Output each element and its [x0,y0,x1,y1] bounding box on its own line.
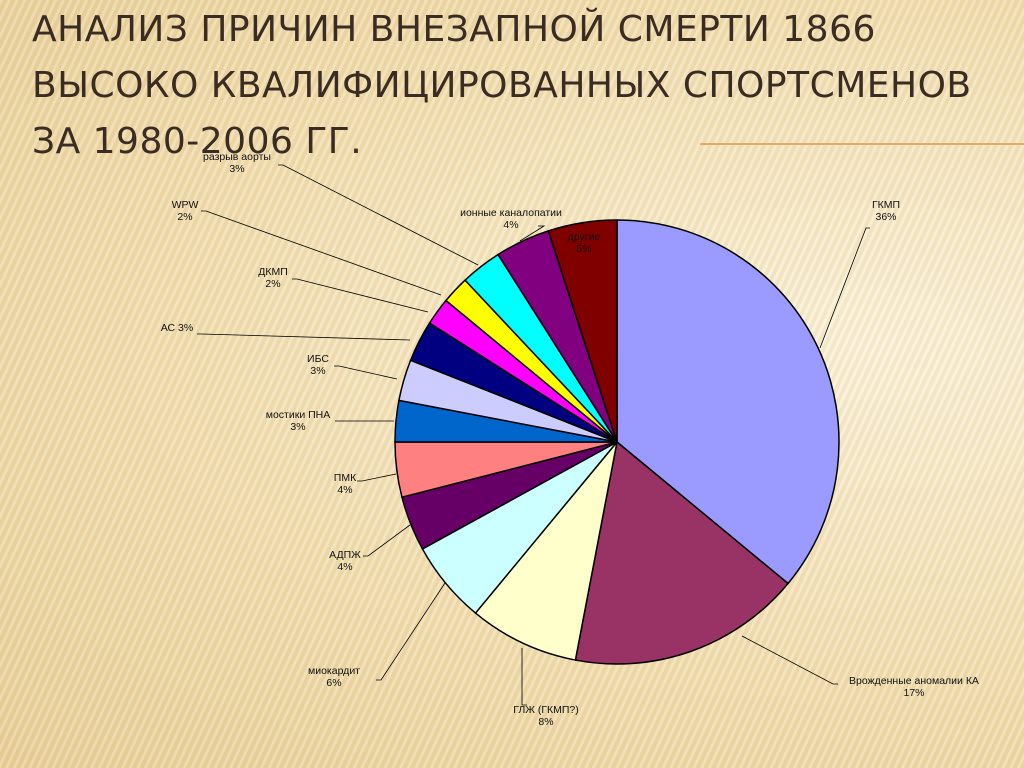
leader-line-9 [197,333,411,341]
slice-label-name: ПМК [334,472,357,484]
title-accent-line [700,143,1024,145]
slice-label-value: 3% [175,322,193,334]
slice-label-13: ионные каналопатии 4% [460,207,562,231]
pie-slice-1 [616,219,840,585]
slice-label-name: АДПЖ [329,549,361,561]
leader-line-1 [819,227,870,349]
slice-label-name: ГЛЖ (ГКМП?) [513,704,579,716]
slice-label-value: 2% [265,278,280,290]
pie-slices [394,219,840,665]
slice-label-5: АДПЖ 4% [329,549,361,573]
leader-line-5 [363,524,411,557]
leader-line-2 [741,635,838,685]
slice-label-value: 36% [875,211,896,223]
slice-label-14: другие 5% [568,231,601,255]
slice-label-value: 6% [326,677,341,689]
leader-line-6 [357,473,397,482]
slice-label-name: ГКМП [872,199,900,211]
slice-label-name: ДКМП [258,266,288,278]
leader-line-12 [278,164,479,266]
slice-label-10: ДКМП 2% [258,266,288,290]
slice-label-value: 3% [290,421,305,433]
slice-label-name: мостики ПНА [266,409,331,421]
pie-slice-14 [547,219,618,443]
leader-line-4 [376,582,446,681]
slice-label-value: 4% [337,561,352,573]
slice-label-7: мостики ПНА 3% [266,409,331,433]
slice-label-name: АС [161,322,176,334]
slice-label-value: 3% [310,365,325,377]
slice-label-value: 4% [337,484,352,496]
slice-label-9: АС 3% [161,322,193,334]
slice-label-name: ионные каналопатии [460,207,562,219]
slice-label-6: ПМК 4% [334,472,357,496]
slice-label-name: другие [568,231,601,243]
slice-label-value: 8% [538,716,553,728]
slice-label-name: Врожденные аномалии КА [849,675,979,687]
pie-slice-3 [474,441,618,661]
slice-label-4: миокардит 6% [308,665,360,689]
leader-line-10 [292,278,429,313]
slide-title: Анализ причин внезапной смерти 1866 высо… [32,9,972,162]
slice-label-name: WPW [172,199,199,211]
leader-line-11 [201,210,442,296]
slice-label-name: разрыв аорты [203,151,271,163]
slice-label-1: ГКМП 36% [872,199,900,223]
slice-labels: ГКМП 36% Врожденные аномалии КА 17% ГЛЖ (ГКМ… [161,151,979,728]
slice-label-2: Врожденные аномалии КА 17% [849,675,979,699]
slice-label-name: миокардит [308,665,360,677]
leader-line-13 [519,225,546,242]
slice-label-name: ИБС [307,353,329,365]
leader-lines [197,164,870,706]
slice-label-value: 17% [903,687,924,699]
leader-line-3 [521,648,527,706]
leader-line-8 [334,365,398,380]
slice-label-12: разрыв аорты 3% [203,151,271,175]
slice-label-value: 2% [177,211,192,223]
slice-label-3: ГЛЖ (ГКМП?) 8% [513,704,579,728]
slice-label-value: 3% [229,163,244,175]
slice-label-11: WPW 2% [172,199,199,223]
slice-label-value: 5% [576,243,591,255]
slice-label-8: ИБС 3% [307,353,329,377]
pie-slice-2 [574,441,789,665]
slice-label-value: 4% [503,219,518,231]
